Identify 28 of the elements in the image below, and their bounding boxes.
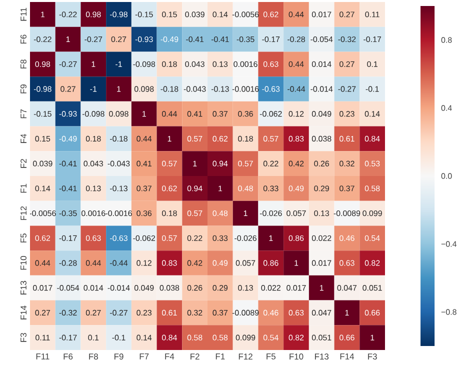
y-tick-label: F1 bbox=[20, 184, 26, 193]
x-tick-label: F14 bbox=[340, 354, 354, 360]
y-tick-label: F4 bbox=[20, 134, 26, 143]
x-tick-label: F5 bbox=[266, 354, 276, 360]
x-tick-label: F8 bbox=[89, 354, 98, 360]
x-tick-label: F4 bbox=[165, 354, 174, 360]
y-tick-label: F12 bbox=[20, 206, 26, 220]
x-tick-label: F2 bbox=[190, 354, 200, 360]
y-tick-label: F2 bbox=[20, 159, 26, 168]
y-tick-label: F3 bbox=[20, 333, 26, 342]
y-tick-label: F9 bbox=[20, 84, 26, 94]
y-tick-label: F5 bbox=[20, 234, 26, 242]
y-tick-label: F8 bbox=[20, 60, 26, 68]
x-tick-label: F6 bbox=[64, 354, 73, 360]
x-tick-label: F1 bbox=[216, 354, 225, 360]
x-tick-label: F9 bbox=[114, 354, 124, 360]
x-tick-label: F10 bbox=[290, 354, 304, 360]
x-tick-label: F11 bbox=[36, 354, 50, 360]
y-tick-label: F6 bbox=[20, 34, 26, 44]
y-tick-label: F10 bbox=[20, 256, 26, 270]
y-tick-label: F11 bbox=[20, 8, 26, 21]
y-tick-label: F14 bbox=[20, 306, 26, 320]
y-tick-label: F13 bbox=[20, 280, 26, 294]
x-tick-label: F13 bbox=[315, 354, 329, 360]
x-tick-label: F3 bbox=[368, 354, 377, 360]
y-tick-label: F7 bbox=[20, 109, 26, 118]
x-tick-label: F7 bbox=[140, 354, 149, 360]
x-tick-label: F12 bbox=[238, 354, 252, 360]
